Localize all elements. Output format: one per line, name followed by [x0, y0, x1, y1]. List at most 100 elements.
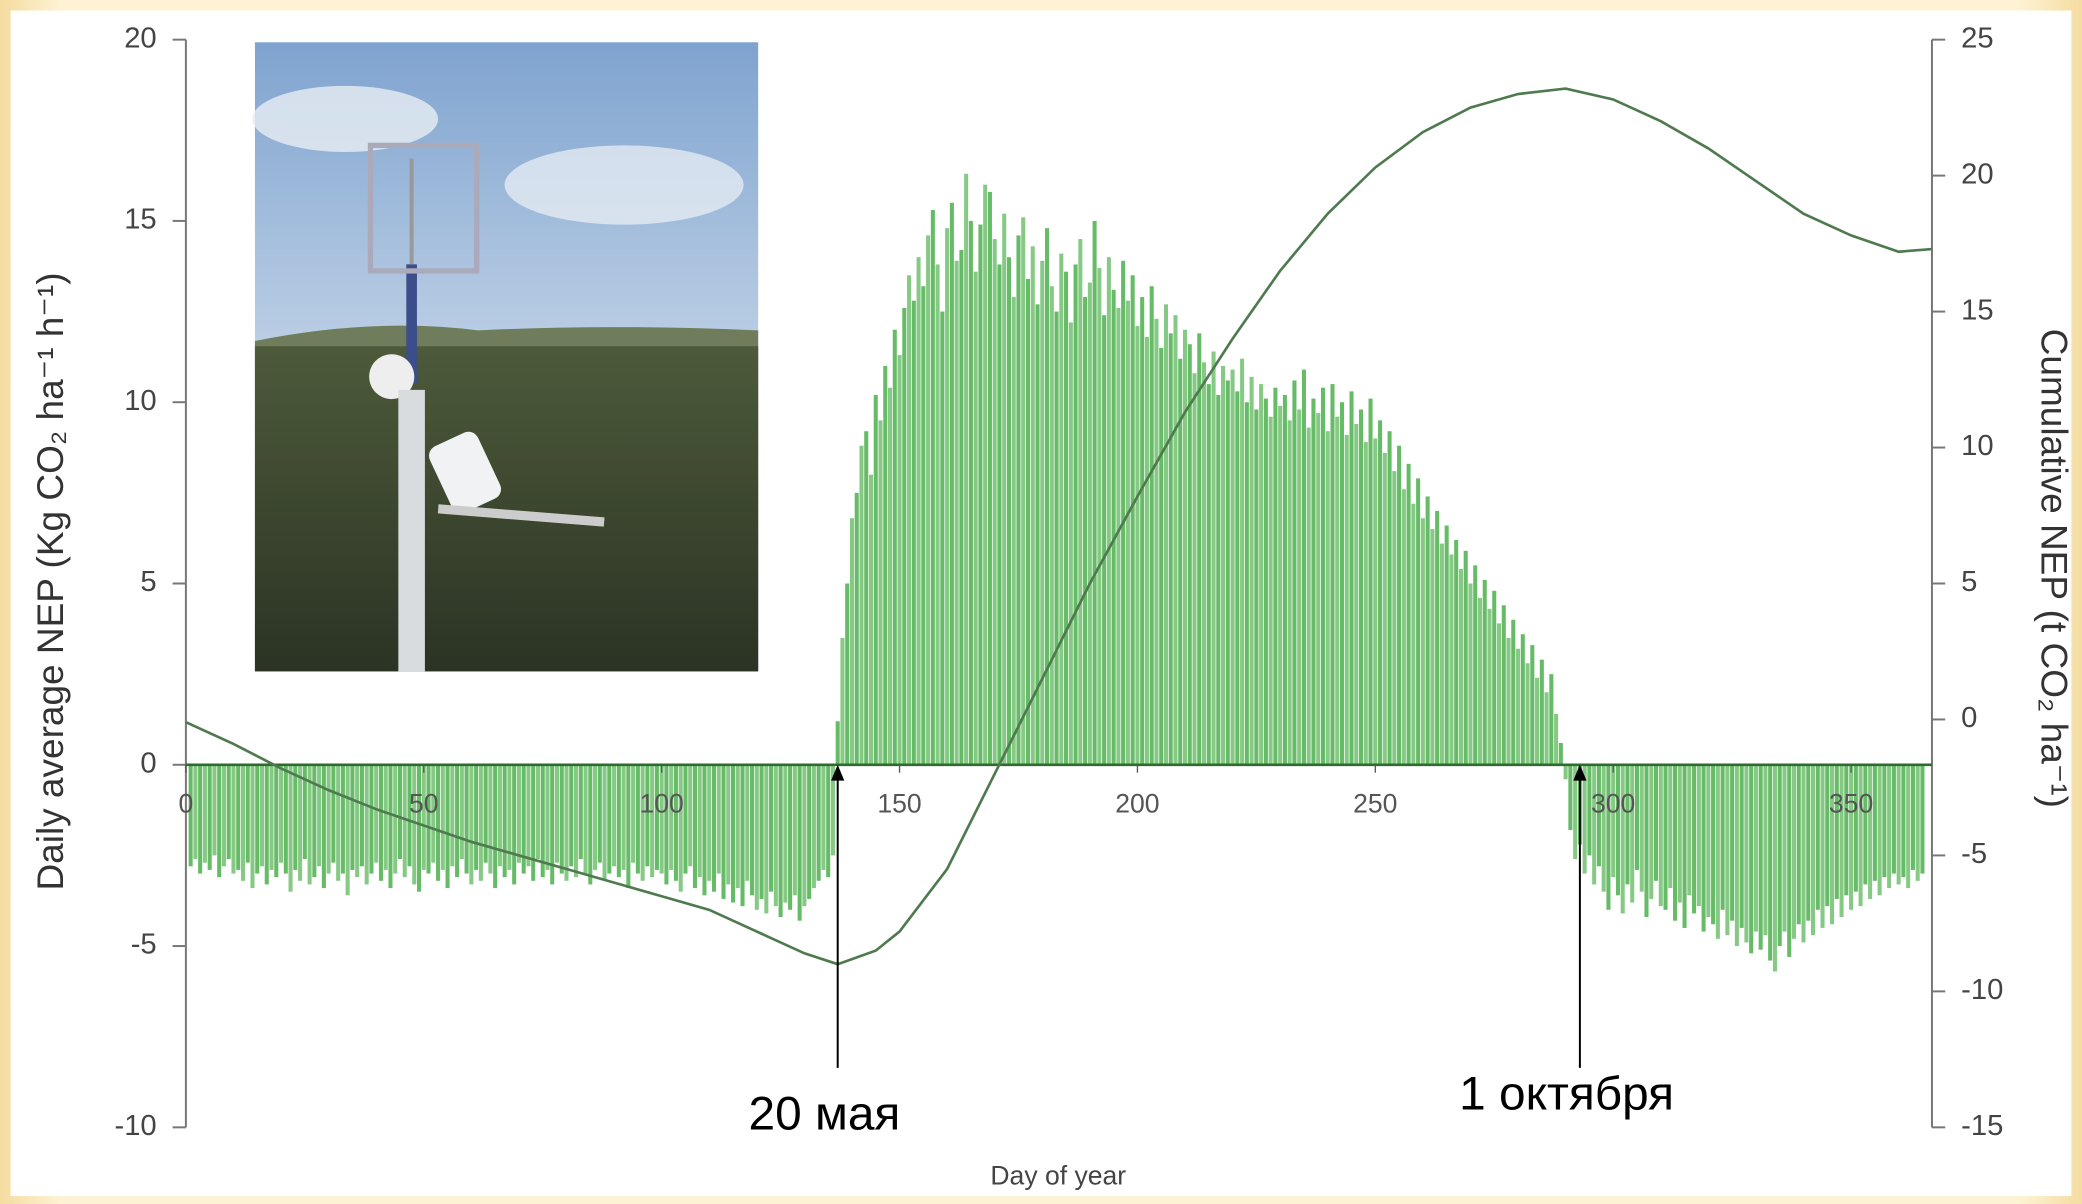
bar — [812, 765, 816, 888]
bar — [1583, 765, 1587, 874]
bar — [1640, 765, 1644, 892]
bar — [836, 721, 840, 765]
bar — [1421, 518, 1425, 765]
bar — [1102, 315, 1106, 765]
bar — [1183, 330, 1187, 765]
bar — [1278, 406, 1282, 765]
annotation-label: 1 октября — [1459, 1068, 1674, 1121]
bar — [1031, 246, 1035, 764]
bar — [493, 765, 497, 888]
bar — [212, 765, 216, 856]
bar — [198, 765, 202, 874]
bar — [465, 765, 469, 874]
x-tick-label: 50 — [409, 789, 439, 819]
bar — [1730, 765, 1734, 921]
bar — [574, 765, 578, 877]
bar — [664, 765, 668, 885]
bar — [1868, 765, 1872, 899]
bar — [355, 765, 359, 877]
bar — [926, 235, 930, 764]
bar — [1606, 765, 1610, 910]
bar — [1192, 373, 1196, 765]
bar — [1259, 384, 1263, 765]
x-tick-label: 150 — [877, 789, 921, 819]
bar — [1545, 692, 1549, 765]
bar — [793, 765, 797, 896]
bar — [1426, 496, 1430, 764]
x-tick-label: 0 — [179, 789, 194, 819]
bar — [726, 765, 730, 885]
chart: Daily average NEP (Kg CO₂ ha⁻¹ h⁻¹) Cumu… — [0, 0, 2082, 1204]
bar — [1568, 765, 1572, 830]
bar — [593, 765, 597, 870]
bar — [1502, 605, 1506, 765]
bar — [1535, 678, 1539, 765]
bar — [208, 765, 212, 870]
bar — [531, 765, 535, 881]
bar — [1840, 765, 1844, 917]
bar — [298, 765, 302, 881]
bar — [636, 765, 640, 874]
bar — [1430, 529, 1434, 765]
y2-tick-label: 5 — [1961, 566, 1977, 598]
bar — [1687, 765, 1691, 896]
bar — [460, 765, 464, 859]
bar — [512, 765, 516, 885]
bar — [1235, 391, 1239, 764]
bar — [436, 765, 440, 881]
bar — [246, 765, 250, 863]
bar — [674, 765, 678, 881]
bar — [731, 765, 735, 903]
bar — [231, 765, 235, 874]
bar — [1564, 765, 1568, 780]
bar — [1055, 312, 1059, 765]
bar — [222, 765, 226, 867]
bar — [484, 765, 488, 863]
bar — [969, 221, 973, 765]
bar — [255, 765, 259, 874]
bar — [1264, 399, 1268, 765]
bar — [1483, 580, 1487, 765]
bar — [598, 765, 602, 863]
bar — [384, 765, 388, 870]
bar — [1540, 660, 1544, 765]
bar — [488, 765, 492, 874]
bar — [1744, 765, 1748, 943]
bar — [1107, 257, 1111, 765]
bar — [1706, 765, 1710, 917]
bar — [1359, 409, 1363, 764]
bar — [683, 765, 687, 874]
bar — [826, 765, 830, 877]
bar — [641, 765, 645, 881]
bar — [1145, 337, 1149, 765]
bar — [588, 765, 592, 885]
bar — [1021, 217, 1025, 764]
bar — [1330, 384, 1334, 765]
bar — [1854, 765, 1858, 892]
bar — [1673, 765, 1677, 921]
bar — [755, 765, 759, 910]
bar — [569, 765, 573, 867]
bar — [1159, 348, 1163, 765]
bar — [1207, 384, 1211, 765]
bar — [446, 765, 450, 888]
bar — [821, 765, 825, 870]
bar — [1074, 264, 1078, 764]
bar — [479, 765, 483, 881]
bar — [388, 765, 392, 888]
bar — [1202, 362, 1206, 764]
bar — [584, 765, 588, 874]
bar — [1468, 583, 1472, 764]
bar — [403, 765, 407, 877]
bar — [693, 765, 697, 888]
bar — [1388, 431, 1392, 765]
bar — [398, 765, 402, 859]
bar — [365, 765, 369, 885]
bar — [902, 308, 906, 765]
bar — [1630, 765, 1634, 903]
bar — [1526, 663, 1530, 765]
bar — [878, 420, 882, 764]
bar — [798, 765, 802, 921]
bar — [1364, 442, 1368, 765]
bar — [1511, 620, 1515, 765]
